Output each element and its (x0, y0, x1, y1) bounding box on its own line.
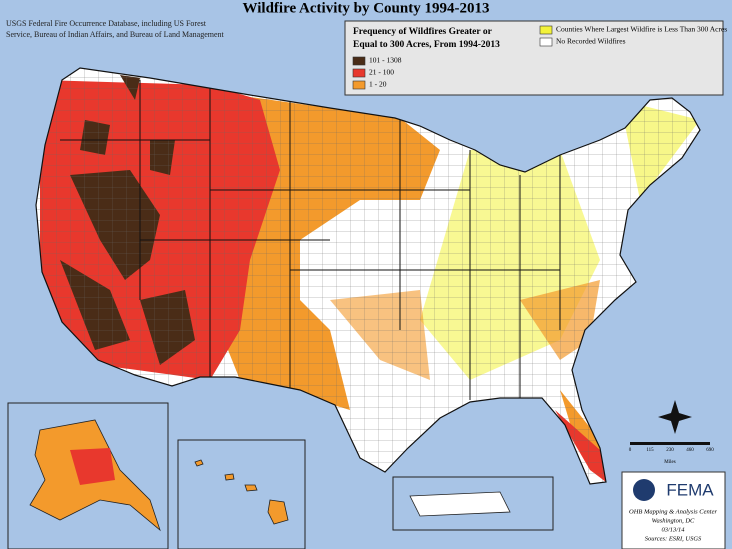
source: Service, Bureau of Indian Affairs, and B… (6, 30, 225, 39)
scale-tick-label: 460 (686, 448, 694, 453)
title: Wildfire Activity by County 1994-2013 (243, 0, 490, 16)
scale-tick-label: 690 (706, 448, 714, 453)
hawaii (194, 459, 289, 525)
legend-swatch (352, 56, 366, 66)
hawaii-inset (177, 439, 306, 549)
us-outline (35, 67, 701, 485)
fema-line: Sources: ESRI, USGS (645, 535, 702, 542)
legend-label: 21 - 100 (369, 68, 394, 77)
legend-box (344, 20, 724, 96)
legend-label: Counties Where Largest Wildfire is Less … (556, 25, 727, 34)
compass (658, 400, 692, 434)
fema-line: Washington, DC (652, 517, 695, 524)
state-borders (60, 80, 561, 400)
scale-bar (630, 442, 710, 445)
legend-label: 1 - 20 (369, 80, 387, 89)
legend-label: 101 - 1308 (369, 56, 402, 65)
scale-tick-label: 115 (646, 448, 654, 453)
scale-tick-label: 230 (666, 448, 674, 453)
fema-line: OHB Mapping & Analysis Center (629, 508, 717, 515)
fema-name: FEMA (666, 480, 714, 499)
scale-tick-label: 0 (629, 448, 632, 453)
puerto-rico (409, 491, 511, 517)
fema-seal (633, 479, 655, 501)
legend-label: No Recorded Wildfires (556, 37, 626, 46)
legend-swatch (352, 68, 366, 78)
legend-swatch (352, 80, 366, 90)
alaska-red (70, 448, 115, 485)
scale-unit: Miles (664, 460, 675, 465)
legend-swatch (539, 37, 553, 47)
source: USGS Federal Fire Occurrence Database, i… (6, 19, 207, 28)
legend-title: Frequency of Wildfires Greater or (353, 27, 493, 37)
legend-title: Equal to 300 Acres, From 1994-2013 (353, 40, 500, 50)
legend-swatch (539, 25, 553, 35)
fema-line: 03/13/14 (661, 526, 685, 533)
